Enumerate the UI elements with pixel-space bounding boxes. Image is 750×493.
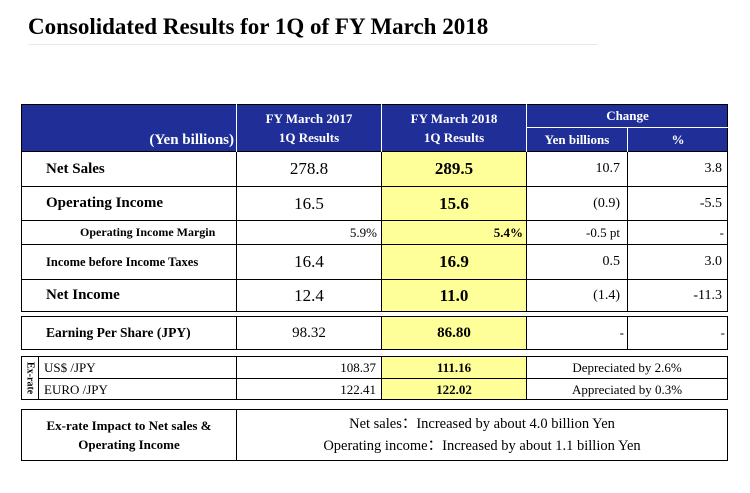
curr-value: 111.16 xyxy=(436,359,472,375)
currency-label: US$ /JPY xyxy=(44,359,96,375)
curr-value: 15.6 xyxy=(439,193,469,213)
rate-change-note: Appreciated by 0.3% xyxy=(571,381,683,397)
curr-value: 289.5 xyxy=(434,159,474,178)
column-header-change: Change xyxy=(606,107,649,123)
exrate-impact-table xyxy=(21,409,728,461)
results-table-body xyxy=(21,152,728,312)
prev-value: 16.5 xyxy=(294,193,324,213)
table-header xyxy=(21,104,728,152)
prev-value: 108.37 xyxy=(340,359,376,375)
currency-label: EURO /JPY xyxy=(44,381,108,397)
change-pct-value: 3.0 xyxy=(704,254,723,269)
impact-label-line1: Ex-rate Impact to Net sales & xyxy=(46,418,212,433)
curr-value: 5.4% xyxy=(493,224,523,240)
unit-label: (Yen billions) xyxy=(149,131,234,148)
page-title: Consolidated Results for 1Q of FY March … xyxy=(28,14,489,39)
column-header-curr-line1: FY March 2018 xyxy=(410,111,498,126)
impact-operating-income: Operating income：Increased by about 1.1 … xyxy=(323,438,641,454)
column-header-prev-line2: 1Q Results xyxy=(278,130,340,145)
impact-label-line2: Operating Income xyxy=(78,437,180,452)
change-yen-value: (0.9) xyxy=(593,195,620,211)
prev-value: 12.4 xyxy=(294,285,324,305)
change-yen-value: - xyxy=(619,325,624,340)
row-label: Income before Income Taxes xyxy=(46,254,199,269)
column-header-prev-line1: FY March 2017 xyxy=(265,111,353,126)
prev-value: 16.4 xyxy=(294,252,324,271)
curr-value: 11.0 xyxy=(439,285,469,305)
change-yen-value: (1.4) xyxy=(593,287,620,303)
impact-net-sales: Net sales：Increased by about 4.0 billion… xyxy=(349,416,615,432)
impact-description: Net sales：Increased by about 4.0 billion… xyxy=(237,410,727,460)
change-pct-value: -11.3 xyxy=(693,287,722,303)
row-label: Net Sales xyxy=(46,160,105,177)
prev-value: 98.32 xyxy=(292,324,326,341)
title-divider xyxy=(28,44,598,45)
row-label: Earning Per Share (JPY) xyxy=(46,325,191,340)
curr-value: 122.02 xyxy=(436,381,472,397)
column-header-change-pct: % xyxy=(671,132,685,147)
change-pct-value: - xyxy=(719,224,724,240)
prev-value: 5.9% xyxy=(349,224,377,240)
curr-value: 16.9 xyxy=(439,252,469,271)
row-label: Operating Income xyxy=(46,195,164,211)
exrate-side-label: Ex-rate xyxy=(24,361,36,395)
column-header-curr-line2: 1Q Results xyxy=(423,130,485,145)
change-pct-value: - xyxy=(720,325,725,340)
change-yen-value: -0.5 pt xyxy=(586,224,620,240)
change-yen-value: 0.5 xyxy=(602,254,621,269)
row-label: Net Income xyxy=(46,287,120,303)
column-header-curr: FY March 2018 1Q Results xyxy=(382,104,526,152)
rate-change-note: Depreciated by 2.6% xyxy=(572,359,682,375)
change-pct-value: -5.5 xyxy=(699,195,722,211)
eps-table xyxy=(21,316,728,350)
current-year-highlight xyxy=(382,152,526,311)
column-header-change-yen: Yen billions xyxy=(544,132,610,147)
column-header-prev: FY March 2017 1Q Results xyxy=(237,104,381,152)
change-yen-value: 10.7 xyxy=(595,161,621,176)
curr-value: 86.80 xyxy=(437,324,471,341)
impact-label: Ex-rate Impact to Net sales & Operating … xyxy=(22,410,236,460)
prev-value: 122.41 xyxy=(340,381,376,397)
change-pct-value: 3.8 xyxy=(704,161,723,176)
prev-value: 278.8 xyxy=(289,159,329,178)
row-label: Operating Income Margin xyxy=(80,225,216,239)
